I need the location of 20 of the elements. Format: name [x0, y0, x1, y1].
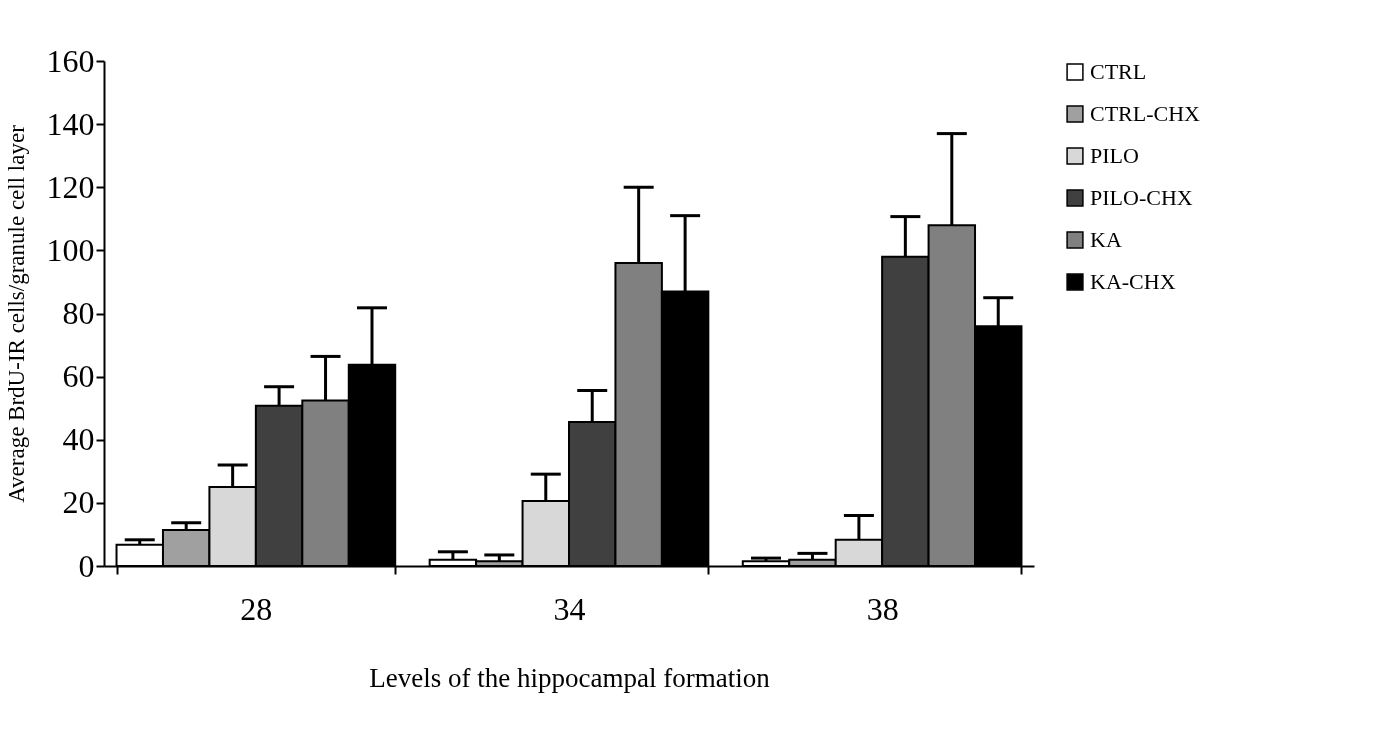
legend-label: PILO-CHX	[1090, 185, 1193, 210]
x-tick-label: 28	[240, 590, 273, 627]
x-tick-label: 38	[866, 590, 899, 627]
y-tick-label: 120	[46, 168, 95, 205]
y-tick-label: 60	[62, 358, 95, 395]
legend-label: CTRL-CHX	[1090, 101, 1201, 126]
legend-label: KA	[1090, 227, 1122, 252]
y-tick-label: 100	[46, 231, 95, 268]
y-tick-label: 80	[62, 295, 95, 331]
y-tick-label: 40	[62, 421, 95, 458]
x-axis-title: Levels of the hippocampal formation	[369, 662, 771, 693]
y-axis-title: Average BrdU-IR cells/granule cell layer	[3, 124, 29, 503]
legend-label: KA-CHX	[1090, 269, 1176, 294]
x-tick-label: 34	[553, 590, 586, 627]
y-tick-label: 20	[62, 484, 95, 521]
y-tick-label: 160	[46, 42, 95, 79]
legend-label: PILO	[1090, 143, 1139, 168]
y-tick-label: 0	[78, 547, 95, 584]
y-tick-label: 140	[46, 105, 95, 142]
legend-label: CTRL	[1090, 59, 1147, 84]
